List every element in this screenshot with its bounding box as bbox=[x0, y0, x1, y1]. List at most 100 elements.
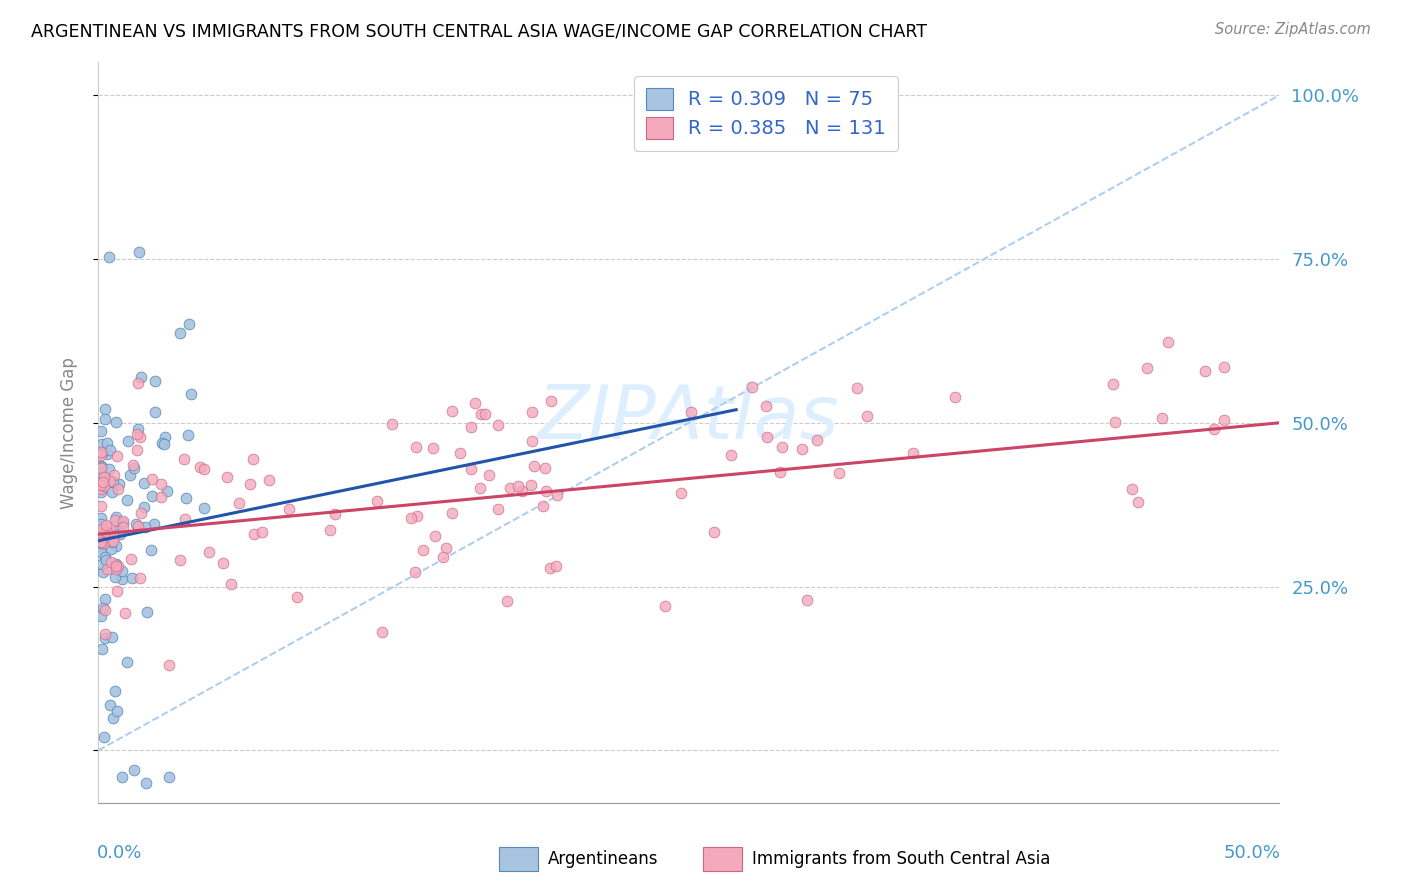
Point bbox=[499, 482, 522, 496]
Point bbox=[538, 561, 561, 575]
Point bbox=[149, 490, 172, 504]
Point bbox=[93, 470, 115, 484]
Point bbox=[1121, 482, 1143, 496]
Point bbox=[91, 475, 114, 490]
Text: ZIPAtlas: ZIPAtlas bbox=[538, 382, 839, 454]
Point bbox=[434, 541, 457, 555]
Point bbox=[93, 535, 115, 549]
Point bbox=[150, 436, 173, 450]
Text: Source: ZipAtlas.com: Source: ZipAtlas.com bbox=[1215, 22, 1371, 37]
Point bbox=[90, 539, 112, 553]
Point bbox=[134, 520, 156, 534]
Point bbox=[105, 524, 128, 539]
Text: 50.0%: 50.0% bbox=[1223, 844, 1281, 862]
Point bbox=[91, 536, 114, 550]
Point bbox=[135, 776, 157, 790]
Point bbox=[94, 411, 117, 425]
Point bbox=[520, 404, 543, 418]
Point bbox=[423, 529, 446, 543]
Point bbox=[90, 425, 112, 439]
Point bbox=[101, 485, 124, 500]
Point bbox=[141, 489, 163, 503]
Point bbox=[1104, 415, 1126, 429]
Point bbox=[129, 571, 152, 585]
Point bbox=[111, 770, 134, 784]
Point bbox=[111, 520, 134, 534]
Point bbox=[432, 549, 454, 564]
Text: Argentineans: Argentineans bbox=[548, 850, 659, 868]
Point bbox=[769, 465, 792, 479]
Point bbox=[90, 461, 112, 475]
Point bbox=[681, 404, 703, 418]
Point bbox=[94, 402, 117, 417]
Point bbox=[470, 407, 492, 421]
Point bbox=[121, 571, 143, 585]
Point bbox=[90, 642, 112, 657]
Point bbox=[91, 522, 114, 536]
Point bbox=[96, 562, 118, 576]
Point bbox=[486, 502, 509, 516]
Point bbox=[104, 570, 127, 584]
Point bbox=[1152, 411, 1174, 425]
Point bbox=[141, 542, 163, 557]
Point bbox=[132, 500, 155, 514]
Point bbox=[96, 435, 118, 450]
Point bbox=[108, 527, 131, 541]
Point bbox=[100, 541, 122, 556]
Point bbox=[90, 449, 112, 463]
Point bbox=[104, 509, 127, 524]
Point bbox=[169, 326, 191, 340]
Point bbox=[94, 632, 117, 646]
Point bbox=[105, 559, 128, 574]
Point bbox=[460, 419, 482, 434]
Point bbox=[98, 443, 121, 458]
Point bbox=[179, 318, 201, 332]
Point bbox=[520, 434, 543, 448]
Point bbox=[91, 557, 114, 571]
Point bbox=[101, 711, 124, 725]
Point bbox=[412, 543, 434, 558]
Point bbox=[252, 524, 274, 539]
Point bbox=[422, 441, 444, 455]
Point bbox=[669, 486, 692, 500]
Point bbox=[243, 527, 266, 541]
Point bbox=[1126, 494, 1149, 508]
Point bbox=[519, 477, 541, 491]
Point bbox=[108, 477, 131, 491]
Point bbox=[98, 474, 121, 488]
Point bbox=[128, 429, 150, 443]
Point bbox=[460, 462, 482, 476]
Point bbox=[143, 405, 166, 419]
Point bbox=[474, 407, 496, 421]
Point bbox=[104, 415, 127, 429]
Point bbox=[91, 460, 114, 475]
Point bbox=[129, 506, 152, 520]
Point bbox=[111, 564, 134, 578]
Point bbox=[105, 449, 128, 463]
Point bbox=[98, 462, 121, 476]
Point bbox=[103, 475, 125, 489]
Point bbox=[125, 443, 148, 458]
Point bbox=[770, 440, 793, 454]
Point bbox=[856, 409, 879, 423]
Point bbox=[197, 545, 219, 559]
Point bbox=[107, 558, 129, 573]
Point bbox=[125, 517, 148, 532]
Point bbox=[114, 606, 136, 620]
Point bbox=[523, 458, 546, 473]
Point bbox=[741, 380, 763, 394]
Point bbox=[117, 493, 139, 508]
Point bbox=[720, 448, 742, 462]
Point bbox=[366, 494, 388, 508]
Point bbox=[478, 467, 501, 482]
Point bbox=[506, 479, 529, 493]
Point bbox=[149, 477, 172, 491]
Point bbox=[143, 517, 166, 532]
Point bbox=[122, 763, 145, 777]
Point bbox=[122, 461, 145, 475]
Point bbox=[118, 467, 141, 482]
Point bbox=[127, 426, 149, 441]
Point bbox=[90, 445, 112, 459]
Point bbox=[90, 482, 112, 496]
Point bbox=[169, 553, 191, 567]
